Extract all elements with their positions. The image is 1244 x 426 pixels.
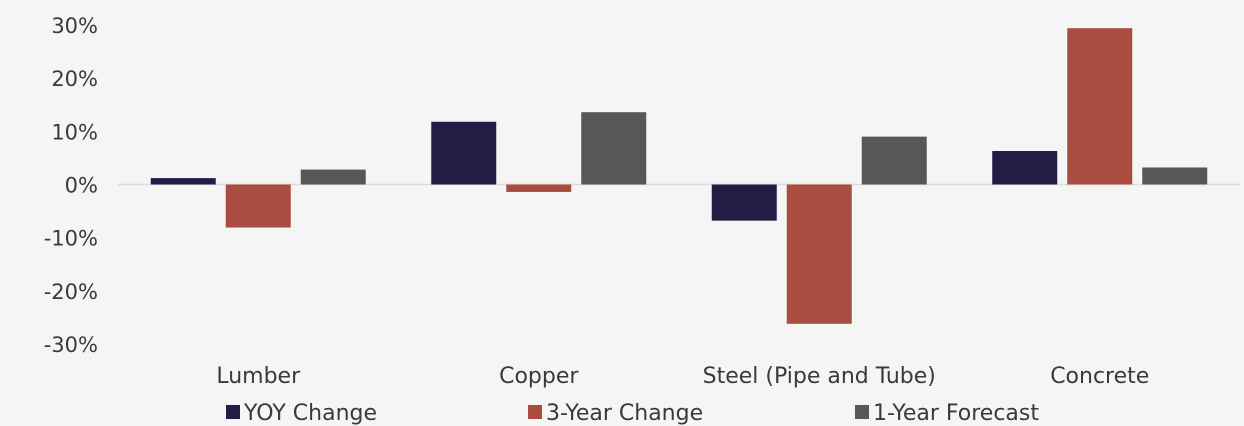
y-tick-label: -20% — [44, 280, 98, 304]
y-tick-label: 30% — [51, 14, 98, 38]
legend-label: YOY Change — [243, 401, 377, 426]
category-label: Concrete — [1050, 364, 1149, 389]
category-label: Copper — [499, 364, 579, 389]
y-tick-label: -10% — [44, 227, 98, 251]
legend-swatch — [855, 405, 869, 419]
legend-label: 3-Year Change — [546, 401, 703, 426]
bar — [431, 121, 497, 185]
category-label: Steel (Pipe and Tube) — [703, 364, 936, 389]
y-tick-label: 20% — [51, 67, 98, 91]
bar — [1142, 167, 1208, 185]
y-tick-label: 10% — [51, 120, 98, 144]
bar — [861, 136, 927, 185]
y-axis: 30% 20% 10% 0% -10% -20% -30% — [44, 14, 98, 357]
category-labels: Lumber Copper Steel (Pipe and Tube) Concret… — [216, 364, 1149, 389]
y-tick-label: -30% — [44, 333, 98, 357]
bars — [150, 28, 1208, 324]
bar — [711, 184, 777, 221]
legend-swatch — [528, 405, 542, 419]
category-label: Lumber — [216, 364, 301, 389]
legend: YOY Change 3-Year Change 1-Year Forecast — [226, 401, 1039, 426]
bar — [581, 112, 647, 185]
y-tick-label: 0% — [65, 174, 98, 198]
legend-label: 1-Year Forecast — [873, 401, 1039, 426]
bar — [1067, 28, 1133, 185]
bar — [150, 178, 216, 185]
legend-swatch — [226, 405, 240, 419]
bar — [225, 184, 291, 228]
bar — [300, 169, 366, 185]
bar — [992, 151, 1058, 185]
bar — [786, 184, 852, 324]
bar — [506, 184, 572, 192]
